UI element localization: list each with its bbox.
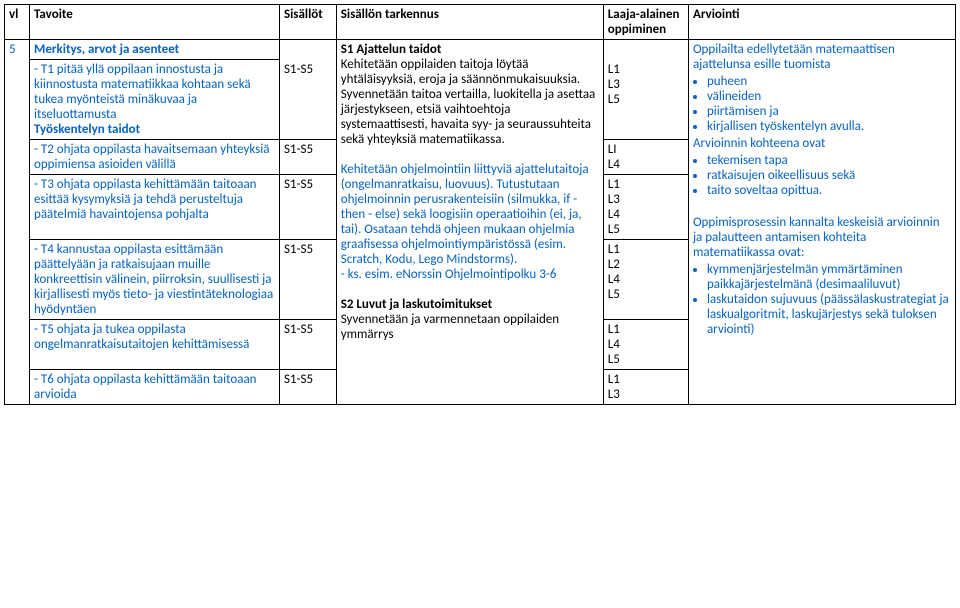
t6: - T6 ohjata oppilasta kehittämään taitoa… xyxy=(29,370,279,405)
t1: - T1 pitää yllä oppilaan innostusta ja k… xyxy=(29,60,279,140)
laaja4: L1 L2 L4 L5 xyxy=(603,240,688,320)
sis1: S1-S5 xyxy=(279,60,336,140)
sis3: S1-S5 xyxy=(279,175,336,240)
laaja1: L1 L3 L5 xyxy=(603,60,688,140)
arv-list2: tekemisen tapa ratkaisujen oikeellisuus … xyxy=(707,153,951,198)
list-item: taito soveltaa opittua. xyxy=(707,183,951,198)
hdr-tavoite: Tavoite xyxy=(29,5,279,40)
s1-body2a: Kehitetään ohjelmointiin liittyviä ajatt… xyxy=(341,162,589,267)
list-item: piirtämisen ja xyxy=(707,104,951,119)
arv-kohteena: Arvioinnin kohteena ovat xyxy=(693,136,825,151)
list-item: kirjallisen työskentelyn avulla. xyxy=(707,119,951,134)
sis4: S1-S5 xyxy=(279,240,336,320)
header-row: vl Tavoite Sisällöt Sisällön tarkennus L… xyxy=(5,5,956,40)
arviointi-cell: Oppilailta edellytetään matemaattisen aj… xyxy=(688,40,955,405)
curriculum-table: vl Tavoite Sisällöt Sisällön tarkennus L… xyxy=(4,4,956,405)
s1-title: S1 Ajattelun taidot xyxy=(341,42,442,57)
t4: - T4 kannustaa oppilasta esittämään päät… xyxy=(29,240,279,320)
sis5: S1-S5 xyxy=(279,320,336,370)
arv-list1: puheen välineiden piirtämisen ja kirjall… xyxy=(707,74,951,134)
tyoskentely: Työskentelyn taidot xyxy=(34,122,140,137)
sis6: S1-S5 xyxy=(279,370,336,405)
hdr-laaja: Laaja-alainen oppiminen xyxy=(603,5,688,40)
hdr-tarkennus: Sisällön tarkennus xyxy=(336,5,603,40)
list-item: puheen xyxy=(707,74,951,89)
vl-num: 5 xyxy=(5,40,30,60)
s1-body1: Kehitetään oppilaiden taitoja löytää yht… xyxy=(341,57,596,147)
list-item: ratkaisujen oikeellisuus sekä xyxy=(707,168,951,183)
s2-body: Syvennetään ja varmennetaan oppilaiden y… xyxy=(341,312,559,342)
list-item: tekemisen tapa xyxy=(707,153,951,168)
laaja5: L1 L4 L5 xyxy=(603,320,688,370)
s1-body2b: - ks. esim. eNorssin Ohjelmointipolku 3-… xyxy=(341,267,557,282)
empty-laaja xyxy=(603,40,688,60)
t5: - T5 ohjata ja tukea oppilasta ongelmanr… xyxy=(29,320,279,370)
arv-list3: kymmenjärjestelmän ymmärtäminen paikkajä… xyxy=(707,262,951,337)
sis2: S1-S5 xyxy=(279,140,336,175)
t2: - T2 ohjata oppilasta havaitsemaan yhtey… xyxy=(29,140,279,175)
list-item: välineiden xyxy=(707,89,951,104)
section-title: Merkitys, arvot ja asenteet xyxy=(29,40,279,60)
arv-intro: Oppilailta edellytetään matemaattisen aj… xyxy=(693,42,895,72)
list-item: kymmenjärjestelmän ymmärtäminen paikkajä… xyxy=(707,262,951,292)
list-item: laskutaidon sujuvuus (päässälaskustrateg… xyxy=(707,292,951,337)
laaja3: L1 L3 L4 L5 xyxy=(603,175,688,240)
section-row: 5 Merkitys, arvot ja asenteet S1 Ajattel… xyxy=(5,40,956,60)
arv-pros: Oppimisprosessin kannalta keskeisiä arvi… xyxy=(693,215,940,260)
hdr-vl: vl xyxy=(5,5,30,40)
hdr-sisallot: Sisällöt xyxy=(279,5,336,40)
s2-title: S2 Luvut ja laskutoimitukset xyxy=(341,297,492,312)
tarkennus-cell: S1 Ajattelun taidot Kehitetään oppilaide… xyxy=(336,40,603,405)
t3: - T3 ohjata oppilasta kehittämään taitoa… xyxy=(29,175,279,240)
hdr-arviointi: Arviointi xyxy=(688,5,955,40)
empty xyxy=(279,40,336,60)
laaja2: LI L4 xyxy=(603,140,688,175)
laaja6: L1 L3 xyxy=(603,370,688,405)
